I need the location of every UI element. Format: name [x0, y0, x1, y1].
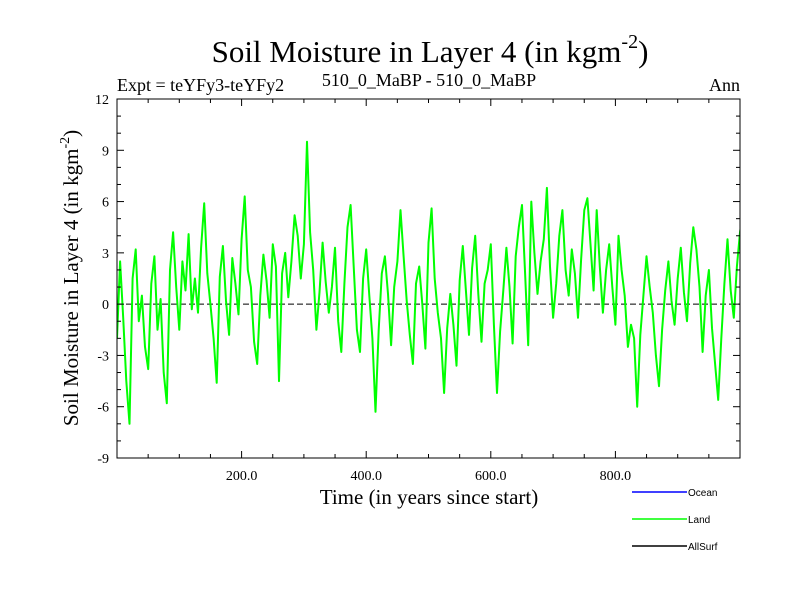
y-tick-label: 12 — [95, 93, 109, 108]
y-tick-label: 9 — [102, 144, 109, 159]
chart-title: Soil Moisture in Layer 4 (in kgm-2) — [212, 31, 649, 69]
x-tick-label: 600.0 — [475, 469, 507, 484]
x-tick-label: 800.0 — [600, 469, 632, 484]
y-tick-label: 3 — [102, 247, 109, 262]
x-axis-label: Time (in years since start) — [320, 485, 539, 509]
legend-label-allsurf: AllSurf — [688, 542, 718, 553]
plot-frame — [116, 98, 741, 459]
land-series-line — [117, 140, 740, 425]
x-tick-label: 200.0 — [226, 469, 258, 484]
legend-label-ocean: Ocean — [688, 488, 717, 499]
period-label: 510_0_MaBP - 510_0_MaBP — [322, 70, 536, 90]
y-tick-label: -6 — [97, 401, 109, 416]
experiment-label: Expt = teYFy3-teYFy2 — [117, 75, 284, 95]
y-tick-label: 0 — [102, 298, 109, 313]
y-tick-label: 6 — [102, 196, 109, 211]
x-tick-label: 400.0 — [350, 469, 382, 484]
season-label: Ann — [709, 75, 740, 95]
plot-area — [117, 140, 740, 425]
y-tick-label: -9 — [97, 452, 109, 467]
legend-label-land: Land — [688, 515, 710, 526]
y-tick-label: -3 — [97, 349, 109, 364]
legend: Ocean Land AllSurf — [632, 488, 718, 553]
x-axis: 200.0 400.0 600.0 800.0 — [147, 99, 710, 484]
y-axis: -9 -6 -3 0 3 6 9 12 — [95, 93, 740, 467]
y-axis-label: Soil Moisture in Layer 4 (in kgm-2) — [58, 130, 83, 426]
